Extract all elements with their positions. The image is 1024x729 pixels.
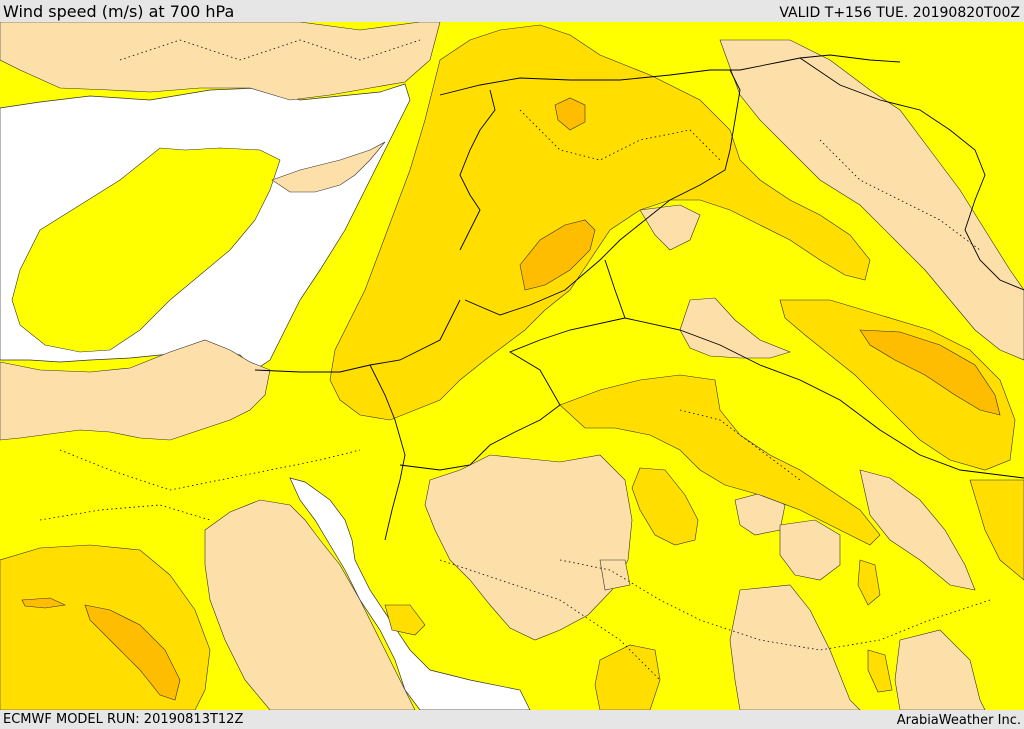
title-bar: Wind speed (m/s) at 700 hPa VALID T+156 … [0, 0, 1024, 22]
country-borders [254, 54, 1024, 541]
wind-speed-map [0, 22, 1024, 710]
red-sea [289, 477, 531, 710]
map-title: Wind speed (m/s) at 700 hPa [3, 2, 235, 21]
high-wind-areas [0, 24, 1024, 710]
footer-bar: ECMWF MODEL RUN: 20190813T12Z ArabiaWeat… [0, 710, 1024, 729]
sea-yellow-blob [11, 147, 281, 353]
low-wind-areas [0, 22, 1024, 710]
highest-wind-areas [21, 97, 1001, 701]
credit-label: ArabiaWeather Inc. [896, 713, 1021, 728]
model-run-label: ECMWF MODEL RUN: 20190813T12Z [3, 712, 244, 727]
province-boundaries [39, 39, 991, 681]
valid-time-label: VALID T+156 TUE. 20190820T00Z [779, 5, 1020, 21]
